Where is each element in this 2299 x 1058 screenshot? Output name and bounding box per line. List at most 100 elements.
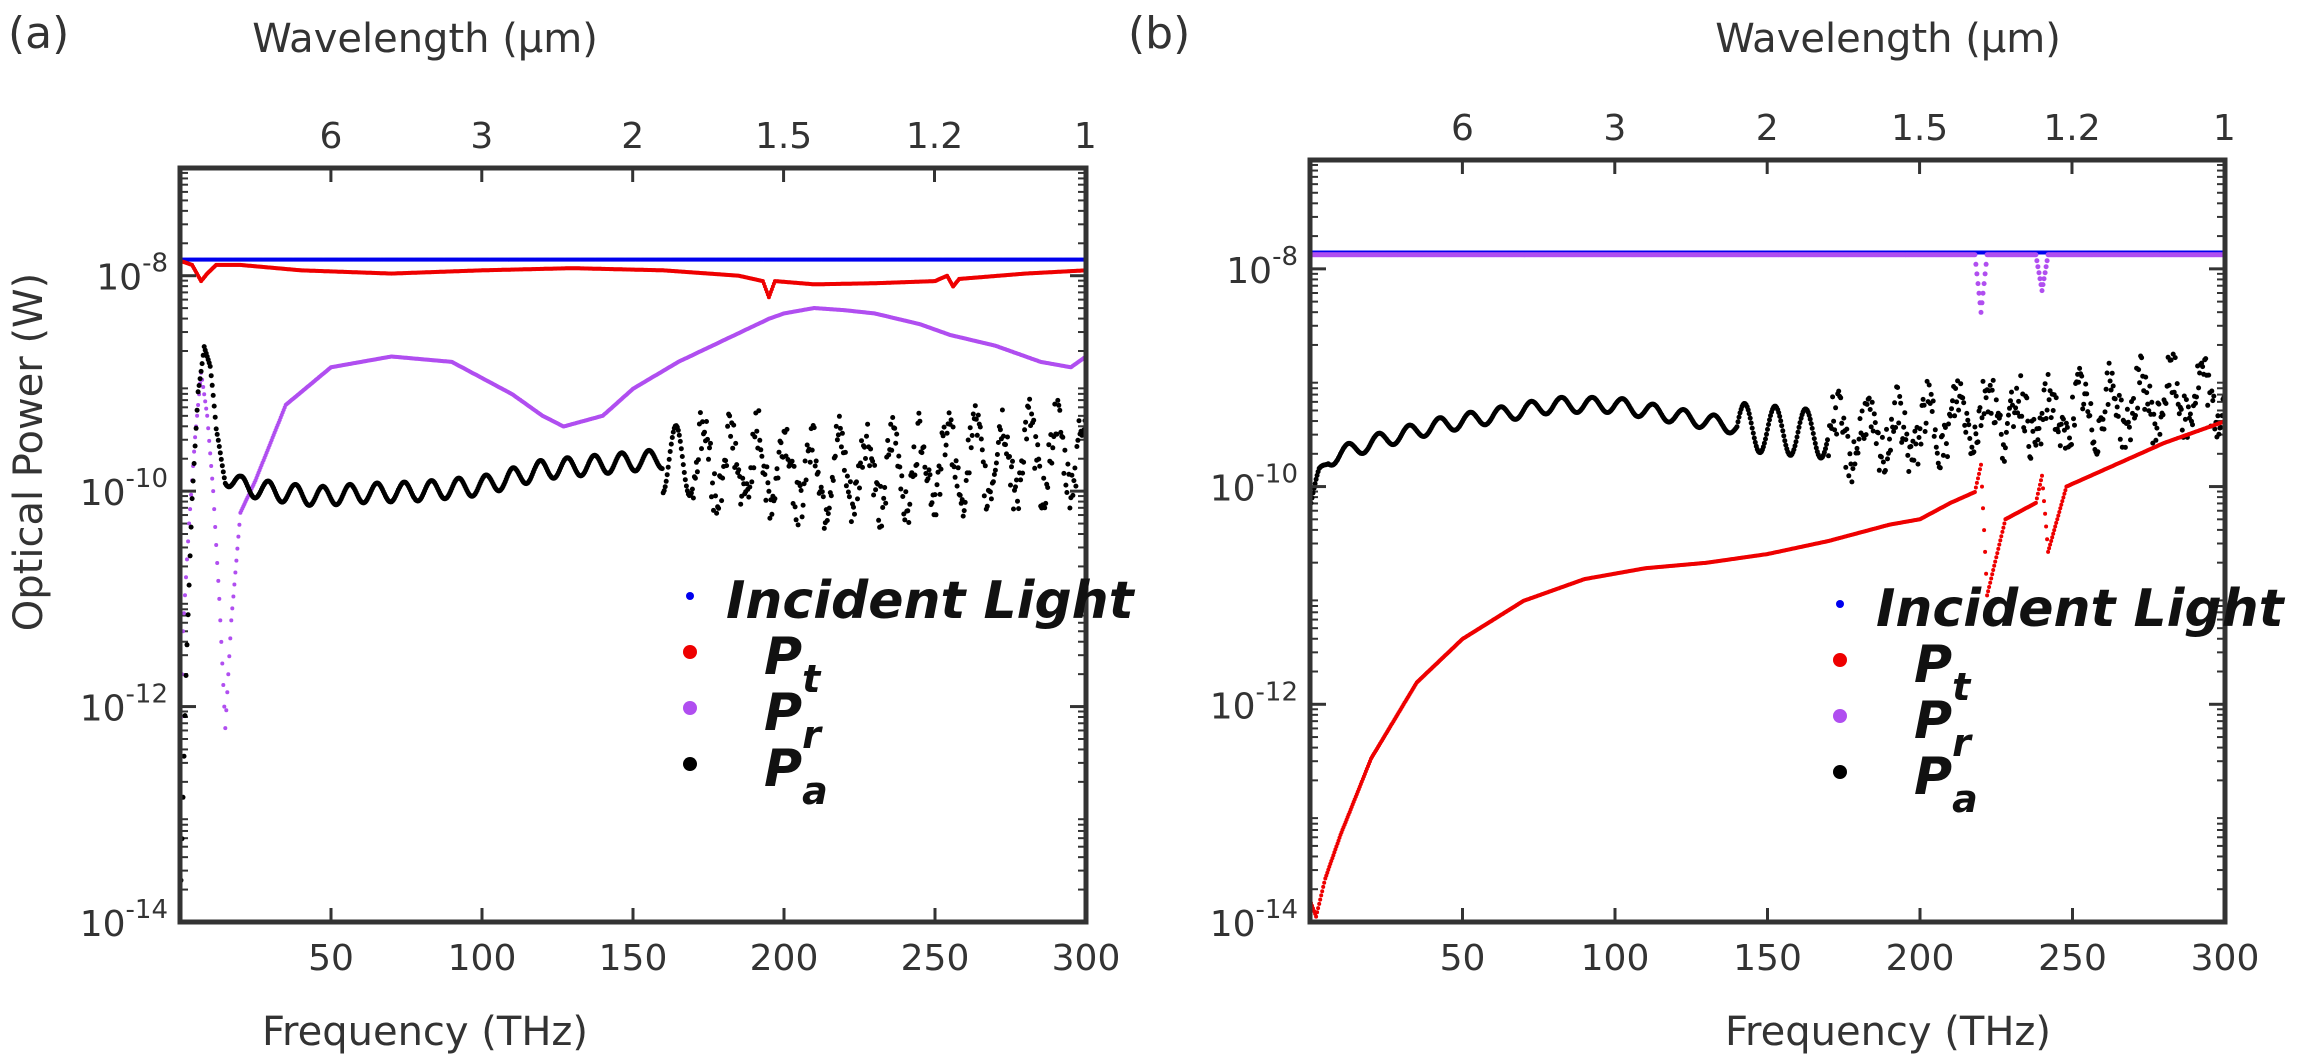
data-point: [714, 510, 720, 516]
data-point: [921, 444, 927, 450]
data-point: [905, 508, 911, 514]
data-point: [1041, 475, 1047, 481]
data-point: [1036, 456, 1042, 462]
data-point: [933, 512, 939, 518]
data-point: [1013, 484, 1018, 490]
data-point: [992, 467, 998, 473]
data-point: [181, 753, 187, 759]
data-point: [215, 561, 220, 565]
data-point: [681, 470, 687, 475]
data-point: [1070, 492, 1076, 498]
data-point: [186, 582, 192, 588]
legend-label: Pa: [764, 739, 828, 813]
top-tick-label: 3: [470, 116, 493, 157]
data-point: [987, 489, 993, 495]
data-point: [881, 495, 887, 501]
data-point: [210, 476, 215, 481]
top-tick-label: 2: [621, 116, 644, 157]
y-tick-label: 10-10: [80, 464, 168, 514]
data-point: [734, 462, 740, 468]
data-point: [193, 425, 199, 431]
data-point: [935, 469, 941, 475]
data-point: [943, 442, 949, 448]
data-point: [864, 433, 869, 439]
data-point: [948, 417, 954, 423]
data-point: [214, 543, 219, 547]
data-point: [192, 449, 197, 454]
data-point: [1058, 429, 1064, 435]
data-point: [792, 504, 798, 510]
data-point: [896, 453, 902, 459]
data-point: [981, 493, 987, 499]
x-tick-label: 50: [308, 938, 354, 979]
y-tick-label: 10-14: [80, 895, 168, 945]
data-point: [1069, 472, 1075, 478]
data-point: [769, 511, 775, 517]
data-point: [919, 450, 925, 456]
data-point: [963, 478, 969, 483]
data-point: [937, 491, 943, 497]
data-point: [192, 443, 198, 449]
data-point: [1052, 401, 1058, 407]
data-point: [759, 453, 765, 459]
top-x-axis-label: Wavelength (μm): [1715, 16, 2061, 62]
data-point: [203, 399, 208, 404]
data-point: [695, 457, 701, 463]
data-point: [196, 383, 202, 388]
data-point: [212, 507, 217, 512]
data-point: [669, 435, 675, 440]
data-point: [221, 475, 227, 481]
data-point: [710, 480, 715, 486]
data-point: [995, 440, 1001, 445]
data-point: [1022, 427, 1028, 433]
data-point: [873, 487, 879, 493]
data-point: [709, 494, 714, 500]
data-point: [229, 618, 234, 623]
data-point: [867, 463, 873, 469]
data-point: [659, 466, 665, 472]
data-point: [970, 411, 976, 417]
data-point: [227, 654, 232, 659]
data-point: [1057, 407, 1063, 413]
data-point: [982, 463, 988, 469]
data-point: [967, 425, 973, 431]
data-point: [677, 438, 683, 444]
data-point: [929, 500, 935, 506]
data-point: [723, 458, 729, 464]
data-point: [236, 534, 241, 539]
data-point: [1050, 445, 1056, 451]
data-point: [206, 426, 211, 431]
data-point: [678, 446, 684, 452]
series-layer: [180, 257, 1086, 922]
data-point: [988, 496, 994, 502]
data-point: [857, 485, 862, 491]
data-point: [209, 382, 215, 388]
data-point: [661, 488, 667, 494]
data-point: [196, 403, 201, 407]
data-point: [836, 413, 842, 419]
data-point: [888, 421, 894, 427]
data-point: [916, 410, 922, 416]
data-point: [955, 465, 961, 471]
data-point: [222, 704, 227, 709]
data-point: [1049, 460, 1055, 466]
data-point: [666, 456, 672, 462]
data-point: [886, 452, 892, 458]
data-point: [1010, 458, 1015, 464]
data-point: [1035, 442, 1041, 448]
data-point: [194, 407, 200, 413]
data-point: [1045, 485, 1051, 490]
data-point: [912, 472, 918, 478]
data-point: [835, 432, 841, 438]
y-tick-label: 10-12: [80, 680, 168, 730]
data-point: [903, 489, 909, 495]
x-axis-label: Frequency (THz): [262, 1009, 588, 1055]
data-point: [210, 392, 216, 398]
data-point: [228, 636, 233, 641]
data-point: [798, 488, 804, 493]
data-point: [1074, 444, 1080, 449]
data-point: [199, 361, 205, 367]
data-point: [692, 475, 698, 481]
data-point: [204, 406, 209, 411]
